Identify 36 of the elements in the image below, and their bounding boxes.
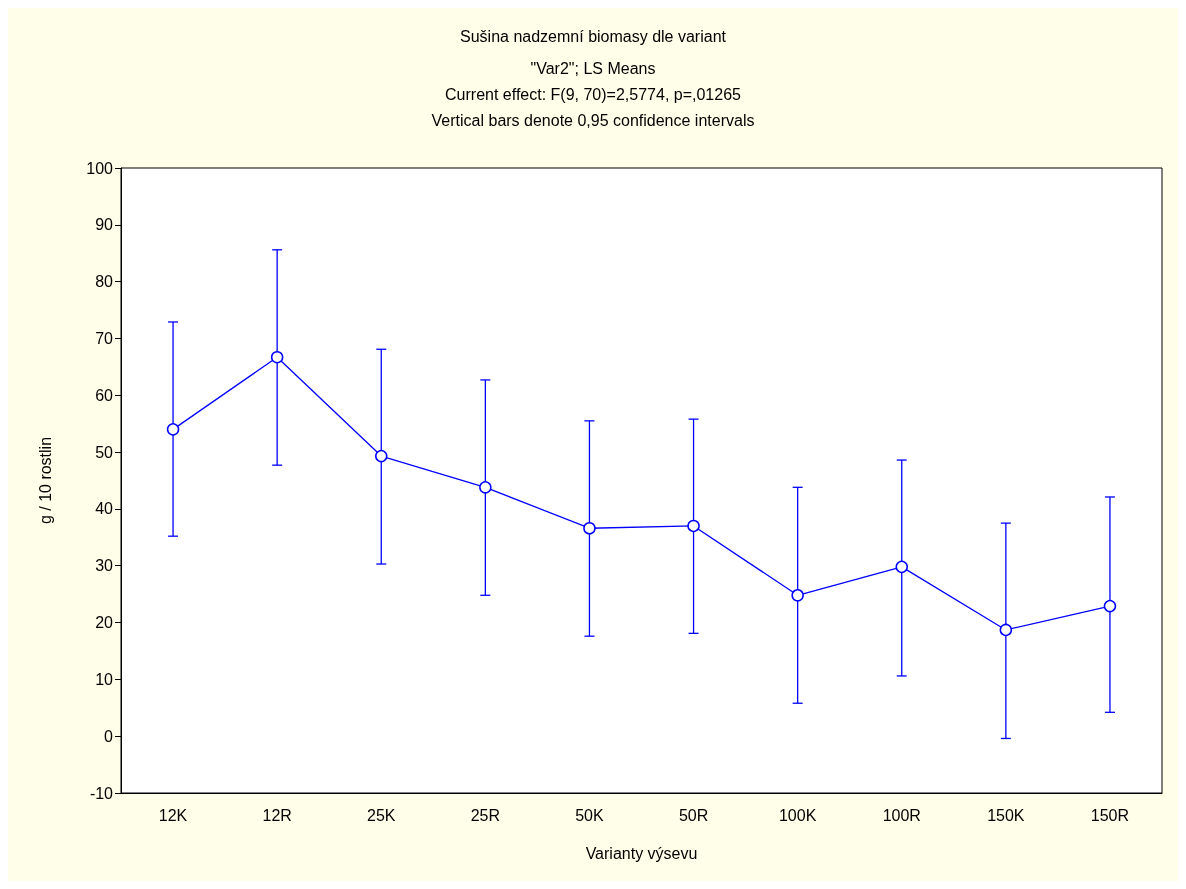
- x-tick-label: 150K: [987, 806, 1025, 824]
- x-tick-label: 25K: [367, 806, 396, 824]
- point: [270, 350, 284, 364]
- point: [999, 623, 1013, 637]
- x-tick-label: 25R: [470, 806, 501, 824]
- y-tick-label: 100: [86, 159, 114, 177]
- chart-subtitle: "Var2"; LS Means Current effect: F(9, 70)=2,5774, p=,01265 Vertical bars denote 0,95 confidence intervals: [431, 59, 755, 129]
- x-axis-title: Varianty výsevu: [585, 844, 698, 862]
- y-tick-label: 80: [95, 273, 114, 291]
- point: [479, 481, 492, 494]
- x-tick-label: 50K: [575, 806, 605, 824]
- y-tick-label: 30: [95, 557, 114, 575]
- point: [791, 589, 804, 602]
- y-tick-label: 40: [95, 500, 114, 518]
- x-tick-label: 12R: [262, 806, 292, 824]
- point: [687, 519, 700, 533]
- x-tick-label: 100K: [778, 806, 817, 824]
- point: [895, 560, 908, 574]
- y-tick-label: 90: [95, 216, 114, 234]
- x-tick-label: 100R: [882, 806, 921, 824]
- y-tick-label: 70: [95, 329, 114, 347]
- point: [166, 423, 180, 436]
- y-tick-label: 10: [95, 670, 114, 688]
- point: [375, 449, 388, 463]
- x-tick-label: 150R: [1090, 806, 1130, 824]
- y-tick-label: -10: [89, 784, 114, 802]
- x-tick-label: 12K: [158, 806, 188, 824]
- y-axis-title: g / 10 rostlin: [36, 436, 54, 525]
- y-tick-label: 0: [104, 727, 114, 745]
- x-tick-label: 50R: [678, 806, 709, 824]
- y-tick-label: 20: [95, 614, 114, 632]
- chart-title: Sušina nadzemní biomasy dle variant: [460, 27, 727, 45]
- y-tick-label: 60: [95, 386, 114, 404]
- y-tick-label: 50: [95, 443, 114, 461]
- point: [1103, 599, 1117, 613]
- point: [583, 521, 596, 535]
